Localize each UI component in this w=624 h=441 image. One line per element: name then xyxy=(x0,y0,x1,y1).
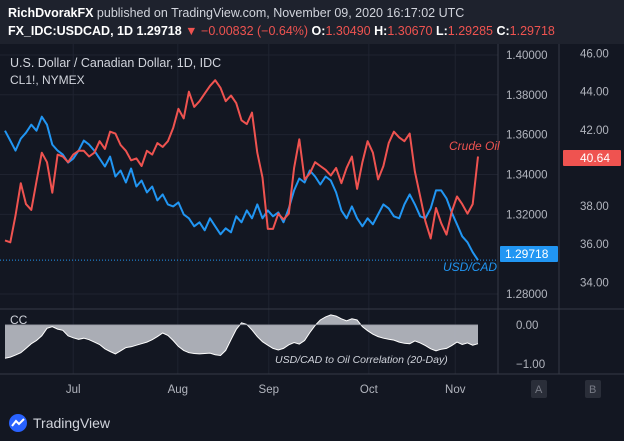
symbol-label[interactable]: FX_IDC:USDCAD, 1D xyxy=(8,24,134,38)
grid xyxy=(0,44,498,374)
crude-price-badge-text: 40.64 xyxy=(580,151,610,165)
cc-tick-label: −1.00 xyxy=(516,359,545,371)
footer: TradingView xyxy=(0,405,624,441)
legend-secondary: CL1!, NYMEX xyxy=(10,73,85,87)
pane-button-a[interactable] xyxy=(531,380,547,398)
crude-oil-line[interactable] xyxy=(4,79,479,244)
usdcad-annotation: USD/CAD xyxy=(443,260,497,274)
right-axis-background xyxy=(498,44,624,405)
correlation-annotation: USD/CAD to Oil Correlation (20-Day) xyxy=(275,354,448,366)
correlation-area xyxy=(5,314,478,359)
crude-tick-label: 38.00 xyxy=(580,201,609,213)
crude-tick-label: 46.00 xyxy=(580,49,609,61)
time-tick-label: Sep xyxy=(259,384,279,396)
pane-button-a-label: A xyxy=(535,384,543,396)
tradingview-logo-icon[interactable] xyxy=(8,413,28,433)
usdcad-price-badge-text: 1.29718 xyxy=(505,247,549,261)
open-label: O: xyxy=(311,24,326,38)
chart-canvas[interactable]: Jul Aug Sep Oct Nov 1.40000 1.38000 1.36000 1.34… xyxy=(0,44,624,405)
down-arrow-icon: ▼ xyxy=(185,24,198,38)
crude-tick-label: 34.00 xyxy=(580,277,609,289)
high-value: 1.30670 xyxy=(387,24,433,38)
publish-info: RichDvorakFX published on TradingView.co… xyxy=(8,6,464,20)
crude-tick-label: 42.00 xyxy=(580,125,609,137)
indicator-name[interactable]: CC xyxy=(10,313,28,327)
chart-header: RichDvorakFX published on TradingView.co… xyxy=(0,0,624,44)
open-value: 1.30490 xyxy=(325,24,371,38)
close-value: 1.29718 xyxy=(509,24,555,38)
crude-price-badge xyxy=(563,150,621,166)
price-change: −0.00832 (−0.64%) xyxy=(201,24,309,38)
usdcad-tick-label: 1.32000 xyxy=(506,209,548,221)
time-tick-label: Aug xyxy=(168,384,188,396)
correlation-line xyxy=(4,314,479,359)
usdcad-tick-label: 1.36000 xyxy=(506,130,548,142)
usdcad-tick-label: 1.28000 xyxy=(506,289,548,301)
published-text: published on TradingView.com, November 0… xyxy=(93,6,465,20)
low-value: 1.29285 xyxy=(447,24,493,38)
usdcad-tick-label: 1.40000 xyxy=(506,50,548,62)
crude-oil-annotation: Crude Oil xyxy=(449,139,500,153)
pane-button-b-label: B xyxy=(589,384,596,396)
usdcad-price-badge xyxy=(500,246,558,262)
high-label: H: xyxy=(374,24,388,38)
usdcad-tick-label: 1.38000 xyxy=(506,90,548,102)
low-label: L: xyxy=(435,24,448,38)
legend-title: U.S. Dollar / Canadian Dollar, 1D, IDC xyxy=(10,56,221,70)
pane-button-b[interactable] xyxy=(585,380,601,398)
close-label: C: xyxy=(496,24,510,38)
crude-tick-label: 36.00 xyxy=(580,239,609,251)
usdcad-tick-label: 1.34000 xyxy=(506,170,548,182)
time-tick-label: Jul xyxy=(66,384,81,396)
time-tick-label: Oct xyxy=(360,384,379,396)
crude-tick-label: 44.00 xyxy=(580,87,609,99)
time-tick-label: Nov xyxy=(445,384,466,396)
price-lines xyxy=(0,79,498,359)
axis-ticks: Jul Aug Sep Oct Nov 1.40000 1.38000 1.36000 1.34… xyxy=(66,49,609,396)
footer-brand[interactable]: TradingView xyxy=(33,415,111,431)
usdcad-line[interactable] xyxy=(4,115,479,261)
last-price: 1.29718 xyxy=(136,24,182,38)
publisher-name[interactable]: RichDvorakFX xyxy=(8,6,94,20)
cc-tick-label: 0.00 xyxy=(516,320,538,332)
symbol-ohlc-line: FX_IDC:USDCAD, 1D 1.29718 ▼ −0.00832 (−0… xyxy=(8,24,555,38)
